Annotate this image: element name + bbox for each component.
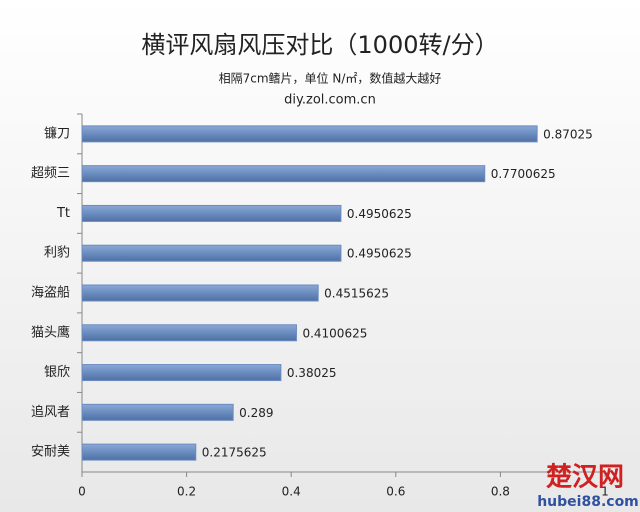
x-tick-label: 0.2	[177, 485, 196, 499]
bar	[81, 284, 319, 302]
value-label: 0.2175625	[202, 446, 267, 460]
bar	[81, 443, 197, 461]
y-tick-label: 海盗船	[31, 285, 70, 301]
value-label: 0.289	[239, 406, 273, 420]
y-tick-label: 利豹	[44, 246, 70, 261]
y-tick-label: 镰刀	[44, 125, 70, 141]
value-label: 0.4950625	[347, 247, 412, 261]
value-label: 0.4515625	[324, 287, 389, 301]
y-tick-label: 追风者	[31, 404, 70, 420]
watermark: hubei88.com	[537, 494, 639, 510]
y-tick-label: Tt	[56, 206, 70, 221]
bar	[81, 324, 297, 342]
value-label: 0.38025	[287, 366, 337, 380]
watermark: 楚汉网	[546, 463, 624, 493]
y-tick-label: 超频三	[31, 166, 70, 181]
chart-title: 横评风扇风压对比（1000转/分）	[141, 31, 498, 59]
source: diy.zol.com.cn	[284, 93, 376, 108]
bar	[81, 204, 342, 222]
bar	[81, 403, 234, 421]
x-tick-label: 0.8	[491, 485, 510, 499]
x-tick-label: 1	[601, 485, 609, 499]
x-tick-label: 0.4	[282, 485, 301, 499]
value-label: 0.4100625	[302, 326, 367, 340]
bar	[81, 125, 538, 143]
y-tick-label: 银欣	[44, 365, 70, 380]
value-label: 0.4950625	[347, 207, 412, 221]
bar	[81, 364, 282, 382]
bar	[81, 244, 342, 262]
x-tick-label: 0	[78, 485, 86, 499]
y-tick-label: 安耐美	[31, 445, 70, 460]
value-label: 0.7700625	[491, 167, 556, 181]
x-tick-label: 0.6	[386, 485, 405, 499]
y-tick-label: 猫头鹰	[31, 324, 70, 340]
chart-subtitle: 相隔7cm鳍片，单位 N/㎡，数值越大越好	[219, 71, 442, 86]
value-label: 0.87025	[543, 127, 593, 141]
bar	[81, 165, 486, 183]
